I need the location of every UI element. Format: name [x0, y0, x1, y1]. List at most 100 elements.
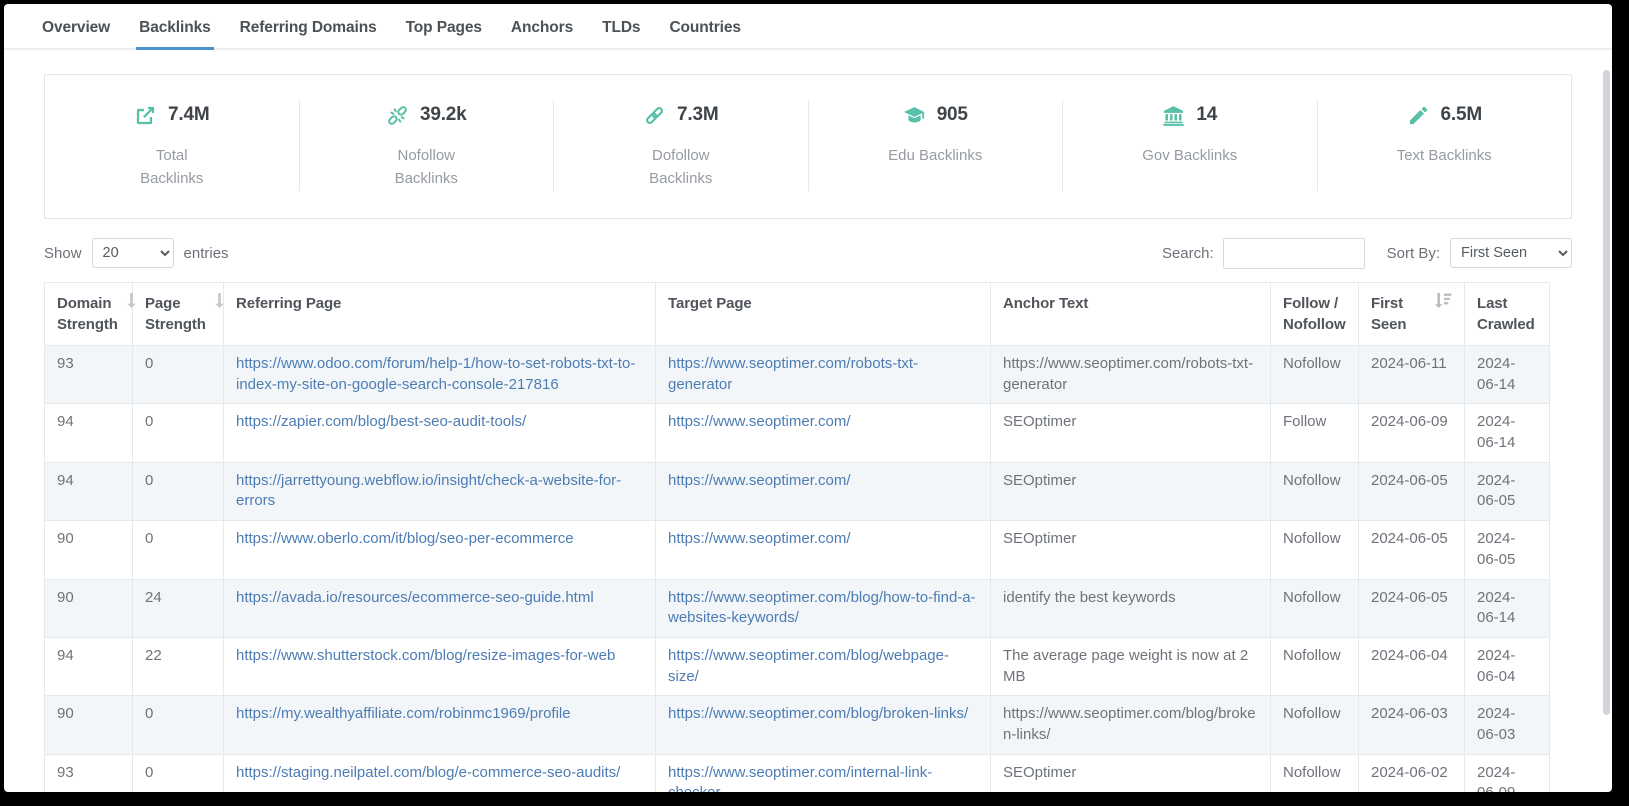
stat-value: 39.2k [419, 104, 467, 125]
cell-last-crawled: 2024-06-14 [1464, 578, 1550, 638]
search-label: Search: [1161, 244, 1214, 262]
stat-value: 7.4M [168, 104, 210, 125]
cell-target-page: https://www.seoptimer.com/internal-link-… [655, 753, 991, 792]
stat-nofollow-backlinks: 39.2k Nofollow Backlinks [300, 100, 554, 191]
cell-follow: Nofollow [1270, 695, 1359, 755]
cell-referring-page: https://staging.neilpatel.com/blog/e-com… [223, 753, 656, 792]
referring-page-link[interactable]: https://avada.io/resources/ecommerce-seo… [236, 588, 594, 606]
tab-countries[interactable]: Countries [669, 19, 741, 36]
cell-anchor-text: SEOptimer [990, 520, 1271, 580]
target-page-link[interactable]: https://www.seoptimer.com/blog/webpage-s… [668, 646, 949, 685]
table-row: 90 24 https://avada.io/resources/ecommerce… [44, 578, 1550, 638]
target-page-link[interactable]: https://www.seoptimer.com/blog/broken-li… [668, 705, 969, 723]
cell-last-crawled: 2024-06-14 [1464, 403, 1550, 463]
col-last-crawled[interactable]: Last Crawled [1464, 281, 1550, 346]
arrow-down-icon[interactable] [126, 292, 137, 308]
target-page-link[interactable]: https://www.seoptimer.com/internal-link-… [668, 763, 933, 792]
target-page-link[interactable]: https://www.seoptimer.com/ [668, 530, 851, 548]
search-input[interactable] [1222, 237, 1365, 269]
cell-target-page: https://www.seoptimer.com/ [655, 403, 991, 463]
cell-first-seen: 2024-06-03 [1358, 695, 1465, 755]
table-row: 94 0 https://zapier.com/blog/best-seo-audi… [44, 403, 1550, 463]
table-controls: Show 20 entries Search: Sort By: First S… [44, 237, 1572, 269]
cell-referring-page: https://avada.io/resources/ecommerce-seo… [223, 578, 656, 638]
col-follow-nofollow[interactable]: Follow / Nofollow [1270, 281, 1359, 346]
table-row: 93 0 https://staging.neilpatel.com/blog/e-… [44, 753, 1550, 792]
col-page-strength[interactable]: Page Strength [132, 281, 225, 346]
cell-page-strength: 0 [132, 695, 224, 755]
stat-gov-backlinks: 14 Gov Backlinks [1063, 100, 1318, 191]
sort-by-label: Sort By: [1386, 244, 1440, 262]
col-target-page[interactable]: Target Page [655, 281, 991, 346]
vertical-scrollbar[interactable] [1602, 4, 1611, 792]
tab-top-pages[interactable]: Top Pages [405, 19, 482, 36]
target-page-link[interactable]: https://www.seoptimer.com/ [668, 413, 851, 431]
cell-target-page: https://www.seoptimer.com/blog/broken-li… [655, 695, 991, 755]
stat-text-backlinks: 6.5M Text Backlinks [1318, 100, 1572, 191]
cell-page-strength: 0 [132, 461, 224, 522]
referring-page-link[interactable]: https://www.odoo.com/forum/help-1/how-to… [236, 355, 636, 393]
page: Overview Backlinks Referring Domains Top Pa… [4, 4, 1612, 792]
col-referring-page[interactable]: Referring Page [223, 281, 656, 346]
cell-anchor-text: SEOptimer [990, 461, 1271, 522]
tab-tlds[interactable]: TLDs [602, 19, 641, 36]
stat-label: Text Backlinks [1396, 147, 1492, 164]
referring-page-link[interactable]: https://www.oberlo.com/it/blog/seo-per-e… [236, 530, 574, 548]
tab-backlinks[interactable]: Backlinks [136, 17, 215, 50]
cell-target-page: https://www.seoptimer.com/blog/how-to-fi… [655, 578, 991, 638]
cell-referring-page: https://www.shutterstock.com/blog/resize… [223, 636, 656, 697]
cell-first-seen: 2024-06-04 [1358, 636, 1465, 697]
target-page-link[interactable]: https://www.seoptimer.com/ [668, 471, 851, 489]
scrollbar-thumb[interactable] [1603, 70, 1610, 715]
tab-overview[interactable]: Overview [42, 19, 111, 36]
cell-domain-strength: 90 [44, 695, 133, 755]
cell-referring-page: https://my.wealthyaffiliate.com/robinmc1… [223, 695, 656, 755]
table-row: 94 22 https://www.shutterstock.com/blog/re… [44, 636, 1550, 697]
cell-page-strength: 0 [132, 403, 224, 463]
col-first-seen[interactable]: First Seen [1358, 281, 1465, 346]
cell-domain-strength: 90 [44, 578, 133, 638]
col-label: Anchor Text [1003, 294, 1089, 312]
cell-referring-page: https://zapier.com/blog/best-seo-audit-t… [223, 403, 656, 463]
referring-page-link[interactable]: https://jarrettyoung.webflow.io/insight/… [236, 471, 622, 510]
cell-domain-strength: 94 [44, 636, 133, 697]
cell-last-crawled: 2024-06-04 [1464, 636, 1550, 697]
sort-by-select[interactable]: First Seen [1450, 238, 1572, 268]
cell-last-crawled: 2024-06-03 [1464, 695, 1550, 755]
cell-page-strength: 0 [132, 520, 224, 580]
cell-follow: Nofollow [1270, 344, 1359, 405]
col-label: Target Page [668, 294, 752, 312]
referring-page-link[interactable]: https://my.wealthyaffiliate.com/robinmc1… [236, 705, 571, 723]
table-row: 90 0 https://my.wealthyaffiliate.com/robin… [44, 695, 1550, 755]
cell-domain-strength: 94 [44, 461, 133, 522]
referring-page-link[interactable]: https://www.shutterstock.com/blog/resize… [236, 646, 616, 664]
referring-page-link[interactable]: https://staging.neilpatel.com/blog/e-com… [236, 763, 621, 781]
stat-edu-backlinks: 905 Edu Backlinks [809, 100, 1063, 191]
external-link-icon [134, 104, 157, 127]
cell-page-strength: 22 [132, 636, 224, 697]
table-row: 94 0 https://jarrettyoung.webflow.io/insig… [44, 461, 1550, 522]
arrow-down-icon[interactable] [214, 292, 225, 308]
stat-label: Dofollow Backlinks [649, 147, 713, 188]
target-page-link[interactable]: https://www.seoptimer.com/blog/how-to-fi… [668, 588, 976, 627]
entries-select[interactable]: 20 [91, 238, 174, 268]
tab-anchors[interactable]: Anchors [510, 19, 574, 36]
col-anchor-text[interactable]: Anchor Text [990, 281, 1271, 346]
stat-value: 905 [936, 104, 968, 125]
link-icon [643, 104, 666, 127]
cell-follow: Nofollow [1270, 461, 1359, 522]
tab-referring-domains[interactable]: Referring Domains [239, 19, 377, 36]
cell-referring-page: https://www.oberlo.com/it/blog/seo-per-e… [223, 520, 656, 580]
cell-anchor-text: https://www.seoptimer.com/robots-txt-gen… [990, 344, 1271, 405]
sort-desc-icon[interactable] [1434, 292, 1452, 308]
cell-target-page: https://www.seoptimer.com/ [655, 461, 991, 522]
col-label: Page Strength [145, 294, 206, 334]
target-page-link[interactable]: https://www.seoptimer.com/robots-txt-gen… [668, 355, 919, 393]
cell-first-seen: 2024-06-05 [1358, 520, 1465, 580]
cell-first-seen: 2024-06-02 [1358, 753, 1465, 792]
cell-page-strength: 24 [132, 578, 224, 638]
col-domain-strength[interactable]: Domain Strength [44, 281, 136, 346]
cell-first-seen: 2024-06-05 [1358, 578, 1465, 638]
referring-page-link[interactable]: https://zapier.com/blog/best-seo-audit-t… [236, 413, 527, 431]
